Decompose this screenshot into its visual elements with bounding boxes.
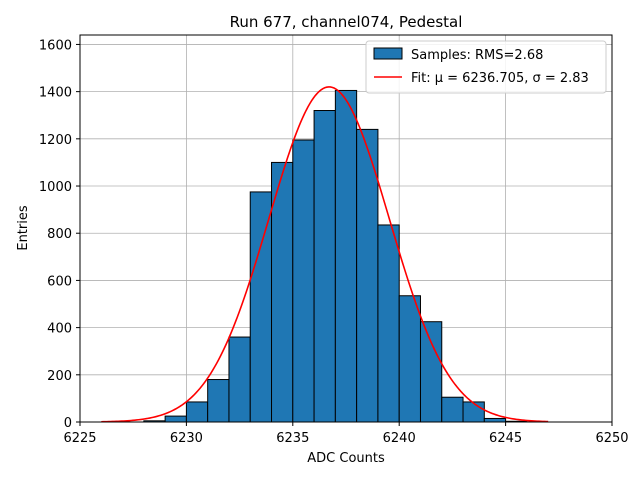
plot-frame xyxy=(79,34,613,423)
x-tick-label: 6225 xyxy=(63,431,96,446)
legend: Samples: RMS=2.68 Fit: μ = 6236.705, σ =… xyxy=(365,40,607,94)
x-tick-label: 6245 xyxy=(489,431,522,446)
y-tick-label: 1400 xyxy=(39,86,72,101)
x-tick-label: 6250 xyxy=(595,431,628,446)
histogram-bars xyxy=(143,89,528,423)
histogram-bar xyxy=(441,396,464,423)
histogram-bar xyxy=(356,128,379,423)
x-tick-label: 6240 xyxy=(383,431,416,446)
legend-label-samples: Samples: RMS=2.68 xyxy=(411,48,543,63)
legend-swatch-samples xyxy=(373,47,403,60)
y-tick-label: 1600 xyxy=(39,38,72,53)
histogram-bar xyxy=(377,224,400,423)
histogram-bar xyxy=(185,401,209,423)
histogram-bar xyxy=(398,295,421,423)
y-axis-ticks: 0 200 400 600 800 1000 1200 1400 1600 xyxy=(39,38,80,431)
y-tick-label: 800 xyxy=(47,227,72,242)
x-axis-label: ADC Counts xyxy=(307,451,385,466)
legend-label-fit: Fit: μ = 6236.705, σ = 2.83 xyxy=(411,71,589,86)
y-tick-label: 1200 xyxy=(39,133,72,148)
chart-title: Run 677, channel074, Pedestal xyxy=(230,13,463,31)
y-tick-label: 600 xyxy=(47,274,72,289)
y-tick-label: 200 xyxy=(47,369,72,384)
histogram-bar xyxy=(228,336,251,423)
histogram-bar xyxy=(334,89,358,423)
x-tick-label: 6230 xyxy=(170,431,203,446)
gaussian-fit-curve xyxy=(101,86,549,423)
histogram-bar xyxy=(164,415,187,423)
y-axis-label: Entries xyxy=(16,205,31,251)
histogram-bar xyxy=(483,417,507,423)
y-tick-label: 1000 xyxy=(39,180,72,195)
histogram-bar xyxy=(462,401,485,423)
legend-box xyxy=(365,40,607,94)
fit-curve-layer xyxy=(101,86,549,423)
y-tick-label: 400 xyxy=(47,322,72,337)
histogram-bar xyxy=(207,379,230,423)
histogram-bar xyxy=(313,110,336,423)
y-tick-label: 0 xyxy=(64,416,72,431)
histogram-bar xyxy=(419,321,443,423)
x-axis-ticks: 6225 6230 6235 6240 6245 6250 xyxy=(63,422,629,446)
x-tick-label: 6235 xyxy=(276,431,309,446)
histogram-bar xyxy=(249,191,273,423)
histogram-bar xyxy=(292,139,315,423)
